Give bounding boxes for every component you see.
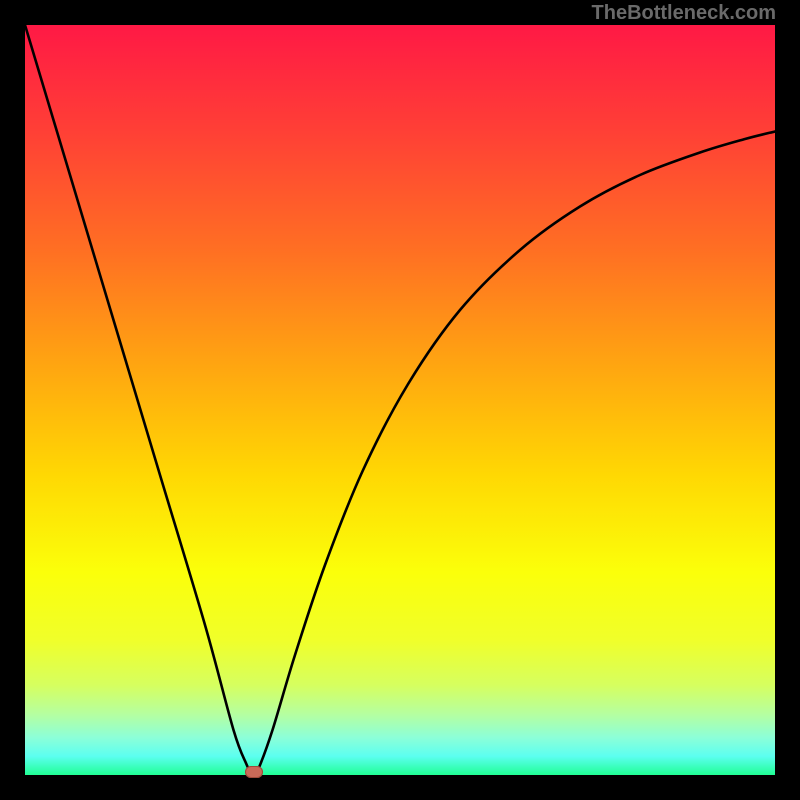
chart-svg — [0, 0, 800, 800]
minimum-marker — [245, 766, 263, 778]
chart-container: TheBottleneck.com — [0, 0, 800, 800]
watermark-text: TheBottleneck.com — [592, 2, 776, 25]
